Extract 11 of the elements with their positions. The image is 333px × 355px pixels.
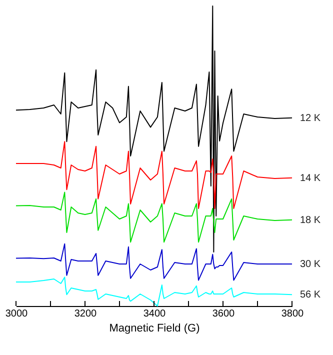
series-label: 56 K — [300, 290, 321, 301]
x-tick-label: 3400 — [143, 308, 166, 320]
x-tick-label: 3000 — [5, 308, 28, 320]
x-tick-label: 3200 — [74, 308, 98, 320]
series-label: 12 K — [300, 112, 321, 124]
series-label: 30 K — [300, 259, 321, 270]
x-tick-label: 3800 — [281, 308, 304, 320]
x-axis-title: Magnetic Field (G) — [109, 322, 200, 334]
series-label: 14 K — [300, 172, 321, 184]
x-tick-label: 3600 — [212, 308, 236, 320]
series-label: 18 K — [300, 214, 321, 226]
